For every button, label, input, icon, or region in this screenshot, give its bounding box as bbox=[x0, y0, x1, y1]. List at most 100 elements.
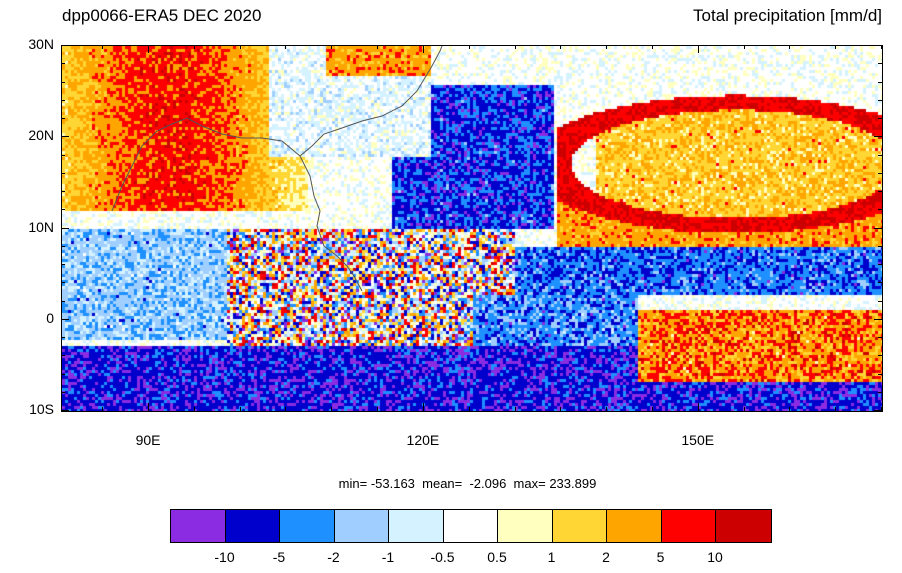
lon-minor-tick bbox=[102, 45, 104, 49]
lon-label: 90E bbox=[135, 432, 161, 448]
lat-minor-tick bbox=[878, 318, 882, 320]
lat-minor-tick bbox=[61, 227, 65, 229]
colorbar-label: 0.5 bbox=[487, 549, 507, 565]
lat-minor-tick bbox=[61, 282, 65, 284]
lon-minor-tick bbox=[377, 45, 379, 49]
lat-minor-tick bbox=[878, 410, 882, 411]
lat-minor-tick bbox=[61, 45, 65, 46]
lat-minor-tick bbox=[878, 264, 882, 265]
plot-units-title: Total precipitation [mm/d] bbox=[693, 6, 882, 25]
lon-minor-tick bbox=[743, 45, 745, 49]
lat-minor-tick bbox=[61, 81, 65, 83]
lat-tick-mark bbox=[61, 45, 69, 46]
lon-minor-tick bbox=[148, 407, 150, 411]
lat-minor-tick bbox=[61, 172, 65, 174]
lat-minor-tick bbox=[878, 337, 882, 338]
lat-minor-tick bbox=[61, 136, 65, 138]
lat-minor-tick bbox=[878, 373, 882, 375]
colorbar-swatch bbox=[334, 510, 389, 542]
lon-minor-tick bbox=[285, 407, 287, 411]
colorbar-swatch bbox=[498, 510, 553, 542]
colorbar-label: -1 bbox=[381, 549, 395, 565]
lon-minor-tick bbox=[331, 407, 333, 411]
colorbar-swatch bbox=[280, 510, 335, 542]
colorbar-label: 1 bbox=[547, 549, 556, 565]
lat-label: 10N bbox=[28, 218, 54, 235]
lon-minor-tick bbox=[193, 45, 195, 49]
lat-minor-tick bbox=[878, 81, 882, 83]
lat-minor-tick bbox=[878, 391, 882, 393]
lat-minor-tick bbox=[878, 118, 882, 119]
colorbar-label: -5 bbox=[272, 549, 286, 565]
lat-tick-mark bbox=[61, 227, 69, 229]
lat-minor-tick bbox=[878, 300, 882, 302]
colorbar-swatch bbox=[171, 510, 226, 542]
lat-minor-tick bbox=[61, 245, 65, 247]
colorbar-swatch bbox=[389, 510, 444, 542]
lat-minor-tick bbox=[878, 227, 882, 229]
lon-minor-tick bbox=[239, 45, 241, 49]
lon-minor-tick bbox=[606, 407, 608, 411]
lat-minor-tick bbox=[61, 118, 65, 119]
lat-minor-tick bbox=[61, 410, 65, 411]
plot-title: dpp0066-ERA5 DEC 2020 bbox=[62, 6, 262, 25]
lat-minor-tick bbox=[878, 209, 882, 211]
lat-tick-mark bbox=[61, 136, 69, 138]
lon-minor-tick bbox=[331, 45, 333, 49]
lon-minor-tick bbox=[193, 407, 195, 411]
lon-tick-mark bbox=[422, 45, 424, 53]
lat-minor-tick bbox=[61, 63, 65, 65]
lon-minor-tick bbox=[606, 45, 608, 49]
colorbar-label: -10 bbox=[214, 549, 235, 565]
lat-minor-tick bbox=[878, 245, 882, 247]
lon-minor-tick bbox=[102, 407, 104, 411]
lat-minor-tick bbox=[878, 355, 882, 357]
lat-minor-tick bbox=[61, 355, 65, 357]
lon-minor-tick bbox=[697, 45, 699, 49]
coastline-indochina bbox=[299, 155, 363, 292]
lon-minor-tick bbox=[560, 407, 562, 411]
lon-minor-tick bbox=[148, 45, 150, 49]
lat-minor-tick bbox=[61, 154, 65, 156]
lat-minor-tick bbox=[61, 191, 65, 192]
field-statistics: min= -53.163 mean= -2.096 max= 233.899 bbox=[338, 476, 597, 491]
lat-minor-tick bbox=[61, 337, 65, 338]
lat-minor-tick bbox=[878, 45, 882, 46]
lon-minor-tick bbox=[881, 45, 882, 49]
coastline-asia-mainland bbox=[111, 46, 443, 212]
lat-label: 10S bbox=[29, 401, 54, 417]
lon-minor-tick bbox=[835, 45, 837, 49]
lon-minor-tick bbox=[651, 45, 653, 49]
lon-minor-tick bbox=[651, 407, 653, 411]
colorbar-swatch bbox=[607, 510, 662, 542]
colorbar-label: -0.5 bbox=[430, 549, 455, 565]
lon-minor-tick bbox=[743, 407, 745, 411]
lat-minor-tick bbox=[878, 136, 882, 138]
lat-minor-tick bbox=[878, 172, 882, 174]
lon-minor-tick bbox=[789, 407, 791, 411]
lon-minor-tick bbox=[835, 407, 837, 411]
lon-label: 150E bbox=[681, 432, 715, 448]
lon-minor-tick bbox=[697, 407, 699, 411]
lat-minor-tick bbox=[878, 99, 882, 101]
coastline-overlay bbox=[111, 46, 443, 292]
lat-minor-tick bbox=[61, 391, 65, 393]
colorbar-swatch bbox=[443, 510, 498, 542]
precipitation-difference-field bbox=[62, 46, 882, 411]
lat-minor-tick bbox=[61, 300, 65, 302]
lon-tick-mark bbox=[697, 45, 699, 53]
lat-minor-tick bbox=[61, 318, 65, 320]
colorbar-swatch bbox=[716, 510, 771, 542]
lon-minor-tick bbox=[789, 45, 791, 49]
colorbar-swatch bbox=[552, 510, 607, 542]
lat-tick-mark bbox=[61, 410, 69, 411]
lat-minor-tick bbox=[878, 63, 882, 65]
lat-minor-tick bbox=[878, 191, 882, 192]
lon-minor-tick bbox=[468, 407, 470, 411]
lon-minor-tick bbox=[468, 45, 470, 49]
lat-minor-tick bbox=[61, 264, 65, 265]
map-panel bbox=[61, 45, 883, 412]
colorbar-label: 5 bbox=[656, 549, 665, 565]
colorbar-label: 2 bbox=[602, 549, 610, 565]
lon-minor-tick bbox=[422, 407, 424, 411]
